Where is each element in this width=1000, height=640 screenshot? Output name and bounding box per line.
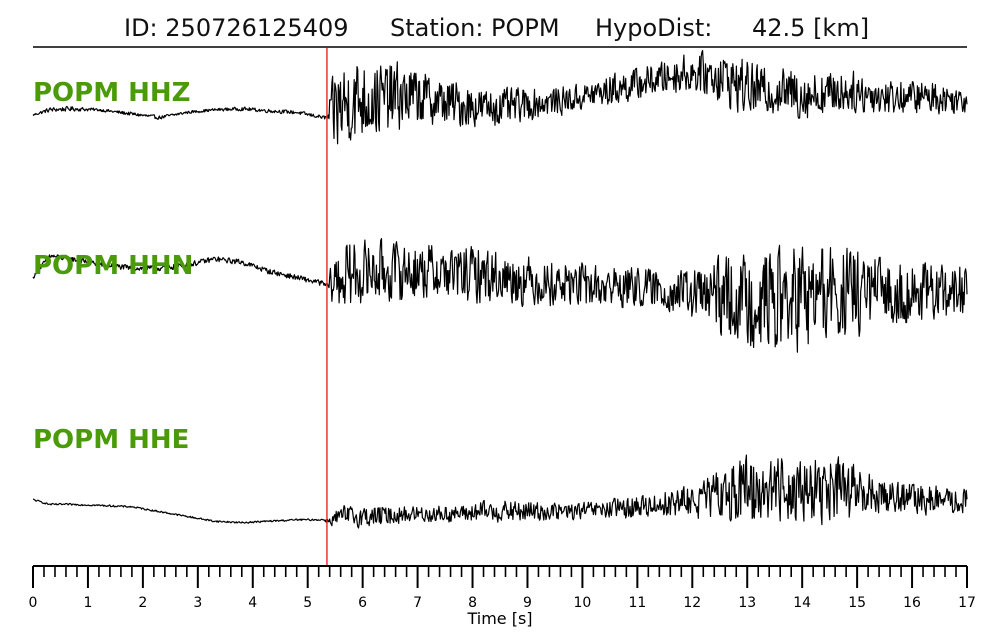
channel-label-hhn: POPM HHN [33, 251, 193, 281]
x-tick-label: 12 [683, 595, 701, 611]
station-title: Station: POPM [390, 14, 560, 42]
trace-hhe [32, 454, 968, 529]
x-tick-label: 4 [248, 595, 257, 611]
x-axis-label: Time [s] [466, 609, 532, 628]
x-tick-label: 16 [903, 595, 921, 611]
x-axis-ticks [32, 566, 968, 588]
x-tick-label: 2 [138, 595, 147, 611]
x-tick-label: 5 [303, 595, 312, 611]
channel-label-hhe: POPM HHE [33, 425, 189, 455]
x-tick-label: 10 [573, 595, 591, 611]
traces-layer [32, 49, 968, 529]
x-tick-label: 6 [358, 595, 367, 611]
x-tick-label: 0 [29, 595, 38, 611]
x-tick-label: 1 [83, 595, 92, 611]
trace-hhz [32, 49, 968, 145]
x-tick-label: 9 [523, 595, 532, 611]
x-tick-label: 14 [793, 595, 811, 611]
x-tick-label: 17 [958, 595, 976, 611]
hypodist-label: HypoDist: [595, 14, 712, 42]
channel-labels: POPM HHZ POPM HHN POPM HHE [33, 78, 193, 455]
x-axis-tick-labels: 0 1 2 3 4 5 6 7 8 9 10 11 12 13 14 15 16 17 [29, 595, 976, 611]
event-id-title: ID: 250726125409 [124, 14, 349, 42]
x-tick-label: 8 [468, 595, 477, 611]
x-tick-label: 7 [413, 595, 422, 611]
x-tick-label: 11 [628, 595, 646, 611]
channel-label-hhz: POPM HHZ [33, 78, 191, 108]
hypodist-value: 42.5 [km] [752, 14, 869, 42]
trace-hhn [32, 238, 968, 353]
x-tick-label: 13 [738, 595, 756, 611]
x-tick-label: 15 [848, 595, 866, 611]
x-tick-label: 3 [193, 595, 202, 611]
